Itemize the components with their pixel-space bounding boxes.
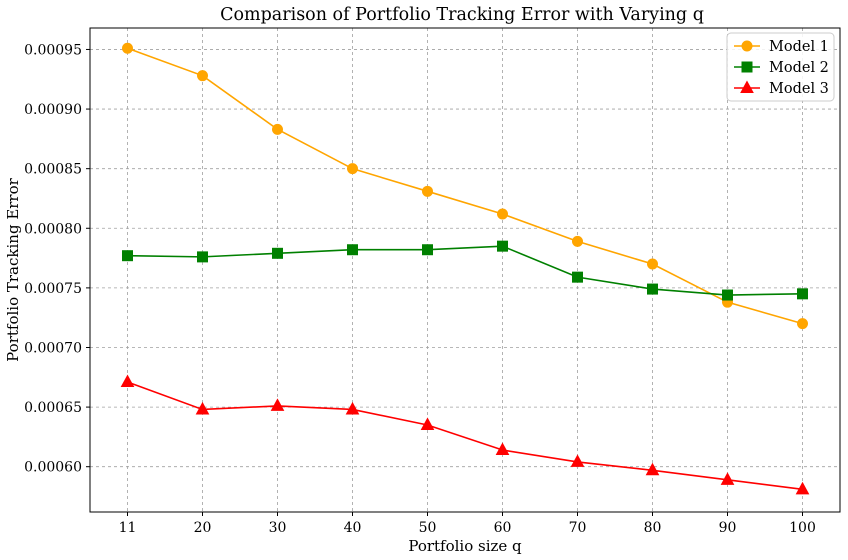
model-3-point <box>420 417 435 430</box>
model-2-point <box>422 244 433 256</box>
model-3-point <box>570 454 585 467</box>
x-tick-label: 20 <box>194 520 212 536</box>
model-2-point <box>797 288 808 300</box>
y-axis-label: Portfolio Tracking Error <box>4 177 22 361</box>
legend-box <box>726 32 835 102</box>
model-1-point <box>797 318 808 330</box>
y-tick-label: 0.00060 <box>24 460 82 476</box>
model-3-line <box>127 381 803 491</box>
model-2-point <box>572 271 583 283</box>
model-2-point <box>722 289 733 301</box>
legend-marker <box>741 40 753 52</box>
x-tick-label: 11 <box>119 520 137 536</box>
model-1-point <box>422 185 433 197</box>
legend-marker <box>741 61 753 73</box>
model-2-point <box>272 247 283 259</box>
x-tick-label: 60 <box>494 520 512 536</box>
model-1-line <box>127 47 803 325</box>
legend-label: Model 2 <box>769 60 829 76</box>
x-tick-label: 70 <box>569 520 587 536</box>
legend: Model 1 Model 2 Model 3 <box>726 32 835 102</box>
x-tick-label: 100 <box>789 520 816 536</box>
model-1-point <box>572 235 583 247</box>
x-tick-label: 80 <box>644 520 662 536</box>
model-3-point <box>795 481 810 495</box>
y-tick-label: 0.00065 <box>24 400 82 416</box>
model-1-point <box>197 70 208 82</box>
legend-item-model-3: Model 3 <box>734 80 829 97</box>
model-1-point <box>122 42 133 54</box>
model-3-point <box>195 401 210 415</box>
model-1-point <box>497 208 508 220</box>
model-1-point <box>272 123 283 135</box>
series-model-1 <box>122 42 808 330</box>
grid <box>90 28 840 512</box>
legend-item-model-1: Model 1 <box>734 39 829 55</box>
y-tick-label: 0.00075 <box>24 281 82 297</box>
model-3-point <box>720 472 735 485</box>
x-tick-label: 30 <box>269 520 287 536</box>
model-2-point <box>497 240 508 252</box>
model-3-point <box>645 462 660 476</box>
plot-frame <box>89 27 841 513</box>
series-layer <box>120 42 810 495</box>
model-2-point <box>197 251 208 263</box>
model-1-point <box>647 258 658 270</box>
series-model-3 <box>120 374 810 495</box>
x-axis-ticks: 11 20 30 40 50 60 70 80 90 100 <box>119 512 816 536</box>
legend-item-model-2: Model 2 <box>734 60 829 76</box>
y-tick-label: 0.00085 <box>24 162 82 178</box>
model-2-line <box>127 245 803 296</box>
model-3-point <box>270 398 285 411</box>
model-2-point <box>347 244 358 256</box>
legend-label: Model 3 <box>769 81 829 97</box>
chart-title: Comparison of Portfolio Tracking Error w… <box>220 5 704 25</box>
model-3-point <box>120 374 135 388</box>
model-3-point <box>345 401 360 415</box>
y-tick-label: 0.00090 <box>24 102 82 118</box>
x-tick-label: 40 <box>344 520 362 536</box>
series-model-2 <box>122 240 808 301</box>
x-axis-label: Portfolio size q <box>408 537 522 555</box>
legend-marker <box>740 80 754 93</box>
y-axis-ticks: 0.00060 0.00065 0.00070 0.00075 0.00080 0.000… <box>24 42 90 476</box>
model-2-point <box>122 250 133 262</box>
x-tick-label: 90 <box>719 520 737 536</box>
x-tick-label: 50 <box>419 520 437 536</box>
y-tick-label: 0.00080 <box>24 221 82 237</box>
y-tick-label: 0.00070 <box>24 340 82 356</box>
y-tick-label: 0.00095 <box>24 42 82 58</box>
model-3-point <box>495 442 510 456</box>
model-2-point <box>647 283 658 295</box>
model-1-point <box>347 163 358 175</box>
legend-label: Model 1 <box>769 39 829 55</box>
